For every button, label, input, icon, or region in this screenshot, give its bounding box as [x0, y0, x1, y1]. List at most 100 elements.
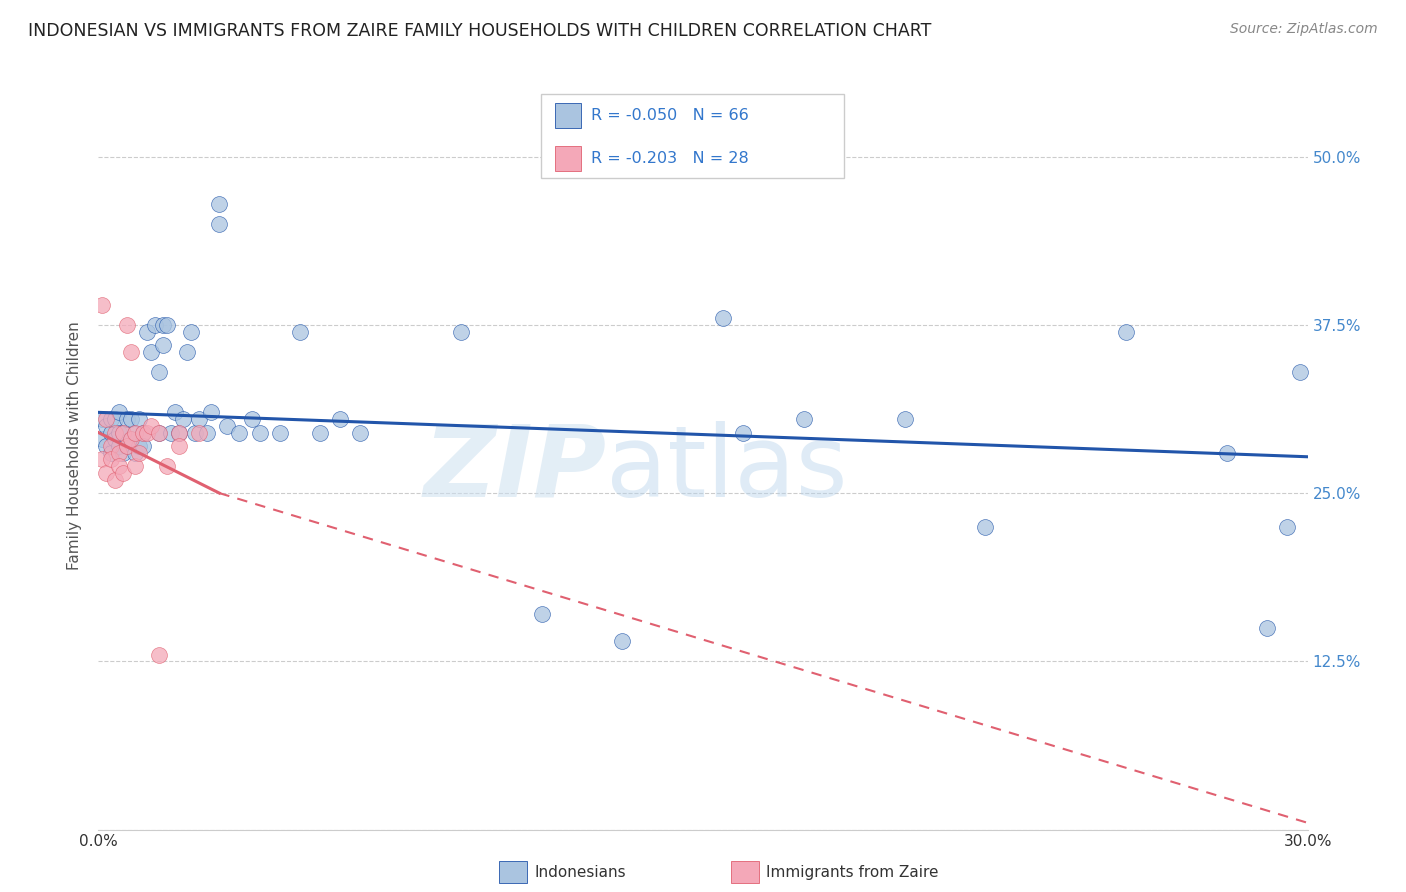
Point	[128, 439, 150, 453]
Point	[135, 325, 157, 339]
Point	[132, 425, 155, 440]
Point	[96, 412, 118, 426]
Point	[124, 425, 146, 440]
Point	[139, 418, 162, 433]
Point	[1216, 446, 1239, 460]
Point	[240, 412, 263, 426]
Point	[208, 217, 231, 231]
Point	[156, 459, 179, 474]
Point	[974, 520, 997, 534]
Text: Immigrants from Zaire: Immigrants from Zaire	[766, 865, 939, 880]
Point	[107, 459, 129, 474]
Point	[124, 425, 146, 440]
Point	[115, 439, 138, 453]
Point	[309, 425, 332, 440]
Point	[124, 446, 146, 460]
Point	[135, 425, 157, 440]
Point	[329, 412, 352, 426]
Point	[91, 452, 114, 467]
Point	[148, 425, 170, 440]
Point	[450, 325, 472, 339]
Point	[107, 446, 129, 460]
Point	[91, 432, 114, 446]
Text: atlas: atlas	[606, 420, 848, 517]
Point	[107, 439, 129, 453]
Point	[711, 311, 734, 326]
Point	[167, 425, 190, 440]
Point	[100, 452, 122, 467]
Point	[111, 425, 134, 440]
Point	[96, 439, 118, 453]
Point	[132, 425, 155, 440]
Point	[1256, 621, 1278, 635]
Point	[217, 418, 239, 433]
Text: ZIP: ZIP	[423, 420, 606, 517]
Point	[100, 412, 122, 426]
Point	[163, 405, 186, 419]
Point	[120, 432, 142, 446]
Point	[111, 466, 134, 480]
Point	[103, 432, 125, 446]
Point	[148, 365, 170, 379]
Point	[107, 405, 129, 419]
Point	[115, 318, 138, 332]
Point	[172, 412, 194, 426]
Point	[96, 418, 118, 433]
Point	[1115, 325, 1137, 339]
Point	[148, 648, 170, 662]
Point	[1277, 520, 1299, 534]
Point	[115, 412, 138, 426]
Point	[208, 196, 231, 211]
Point	[156, 318, 179, 332]
Point	[103, 473, 125, 487]
Point	[893, 412, 915, 426]
Point	[148, 425, 170, 440]
Point	[288, 325, 311, 339]
Point	[228, 425, 250, 440]
Point	[184, 425, 207, 440]
Point	[91, 412, 114, 426]
Point	[139, 344, 162, 359]
Point	[143, 318, 166, 332]
Point	[128, 412, 150, 426]
Point	[530, 607, 553, 622]
Point	[733, 425, 755, 440]
Text: Indonesians: Indonesians	[534, 865, 626, 880]
Point	[100, 439, 122, 453]
Point	[100, 446, 122, 460]
Point	[180, 325, 202, 339]
Text: R = -0.050   N = 66: R = -0.050 N = 66	[591, 108, 748, 122]
Point	[612, 634, 634, 648]
Point	[115, 439, 138, 453]
Y-axis label: Family Households with Children: Family Households with Children	[67, 322, 83, 570]
Point	[188, 412, 211, 426]
Point	[91, 298, 114, 312]
Point	[96, 466, 118, 480]
Point	[103, 425, 125, 440]
Point	[111, 446, 134, 460]
Point	[188, 425, 211, 440]
Point	[100, 425, 122, 440]
Point	[167, 425, 190, 440]
Point	[132, 439, 155, 453]
Point	[111, 425, 134, 440]
Point	[1288, 365, 1310, 379]
Point	[160, 425, 183, 440]
Point	[195, 425, 218, 440]
Point	[349, 425, 371, 440]
Point	[120, 412, 142, 426]
Point	[107, 425, 129, 440]
Point	[103, 412, 125, 426]
Point	[269, 425, 291, 440]
Point	[176, 344, 198, 359]
Point	[128, 446, 150, 460]
Point	[793, 412, 815, 426]
Text: R = -0.203   N = 28: R = -0.203 N = 28	[591, 152, 748, 166]
Point	[120, 432, 142, 446]
Point	[120, 344, 142, 359]
Text: INDONESIAN VS IMMIGRANTS FROM ZAIRE FAMILY HOUSEHOLDS WITH CHILDREN CORRELATION : INDONESIAN VS IMMIGRANTS FROM ZAIRE FAMI…	[28, 22, 932, 40]
Point	[152, 318, 174, 332]
Text: Source: ZipAtlas.com: Source: ZipAtlas.com	[1230, 22, 1378, 37]
Point	[249, 425, 271, 440]
Point	[124, 459, 146, 474]
